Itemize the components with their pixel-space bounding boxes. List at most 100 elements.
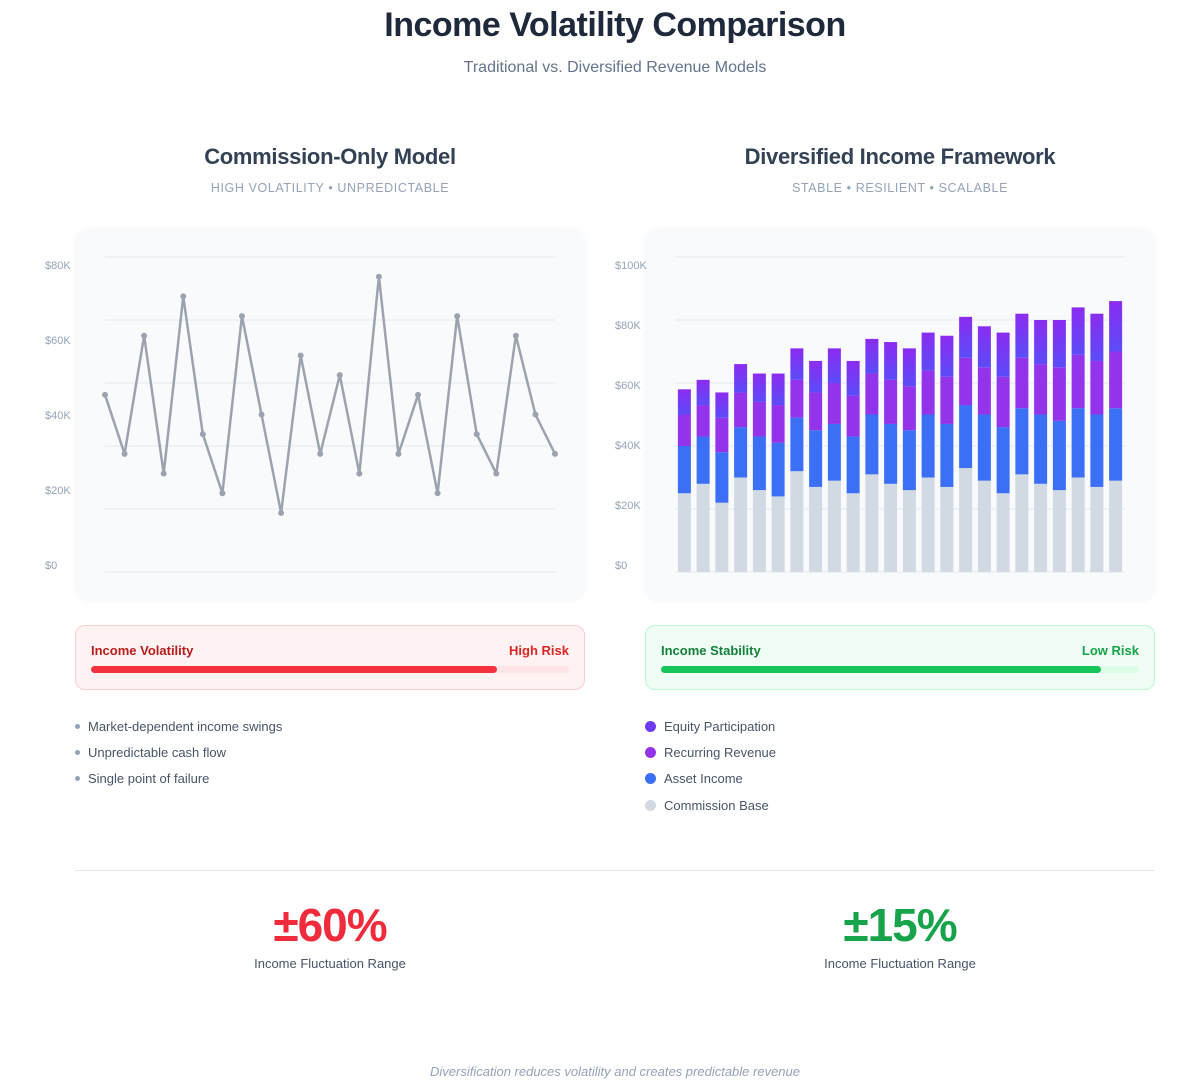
bar-asset-income (902, 430, 916, 491)
bar-asset-income (1109, 408, 1123, 481)
bar-recurring-revenue (1034, 364, 1048, 415)
bar-equity-participation (771, 373, 785, 406)
data-point (199, 431, 206, 438)
bar-commission-base (996, 493, 1010, 572)
bar-recurring-revenue (865, 373, 879, 415)
bar-recurring-revenue (846, 395, 860, 437)
bar-commission-base (1109, 480, 1123, 572)
data-point (415, 391, 422, 398)
bar-recurring-revenue (734, 392, 748, 428)
y-tick-label: $100K (615, 260, 647, 272)
bar-equity-participation (827, 348, 841, 383)
bar-asset-income (715, 452, 729, 503)
left-column-tagline: HIGH VOLATILITY • UNPREDICTABLE (210, 181, 450, 195)
data-point (297, 352, 304, 359)
legend-dot-icon (645, 746, 656, 758)
y-tick-label: $0 (45, 560, 57, 572)
bar-equity-participation (1015, 313, 1029, 358)
bar-recurring-revenue (790, 379, 804, 418)
data-point (552, 450, 558, 457)
bar-asset-income (921, 414, 935, 478)
legend-item-equity: Equity Participation (645, 713, 776, 739)
bar-asset-income (734, 427, 748, 478)
diversified-stat: ±15% Income Fluctuation Range (645, 898, 1155, 971)
bar-commission-base (1015, 474, 1029, 572)
data-point (160, 470, 167, 477)
list-item-text: Single point of failure (88, 771, 210, 787)
bar-asset-income (996, 427, 1010, 494)
bar-asset-income (977, 414, 991, 481)
data-point (375, 273, 382, 280)
y-tick-label: $80K (45, 260, 71, 272)
volatility-risk-value: High Risk (509, 643, 569, 658)
bar-commission-base (959, 468, 973, 572)
list-item: Single point of failure (75, 766, 282, 792)
bar-equity-participation (940, 335, 954, 377)
bullet-icon (75, 776, 80, 782)
diversified-legend: Equity Participation Recurring Revenue A… (645, 713, 776, 818)
data-point (454, 313, 461, 320)
bar-commission-base (1052, 490, 1066, 572)
page-subtitle: Traditional vs. Diversified Revenue Mode… (463, 59, 767, 76)
stability-meter-fill (661, 666, 1101, 673)
commission-fluctuation-label: Income Fluctuation Range (254, 956, 406, 971)
legend-label: Commission Base (664, 797, 769, 813)
stability-meter (661, 666, 1139, 673)
bar-recurring-revenue (1052, 367, 1066, 421)
diversified-chart-card (645, 228, 1155, 602)
bar-equity-participation (677, 389, 691, 415)
bar-equity-participation (1034, 320, 1048, 365)
bar-asset-income (884, 423, 898, 484)
data-point (336, 372, 343, 379)
bar-commission-base (734, 477, 748, 572)
bar-asset-income (790, 417, 804, 472)
bar-commission-base (977, 480, 991, 572)
bar-recurring-revenue (1109, 351, 1123, 409)
diversified-fluctuation-value: ±15% (843, 899, 957, 951)
bar-equity-participation (790, 348, 804, 380)
bar-commission-base (715, 502, 729, 572)
bar-equity-participation (1109, 301, 1123, 352)
bar-recurring-revenue (677, 414, 691, 446)
legend-dot-icon (645, 773, 656, 785)
bar-asset-income (940, 423, 954, 487)
list-item: Market-dependent income swings (75, 713, 282, 739)
commission-stat: ±60% Income Fluctuation Range (75, 898, 585, 971)
bar-commission-base (846, 493, 860, 572)
data-point (238, 313, 245, 320)
bar-equity-participation (977, 326, 991, 368)
bar-recurring-revenue (996, 376, 1010, 428)
bar-equity-participation (921, 332, 935, 371)
right-column-title: Diversified Income Framework (744, 144, 1056, 169)
list-item-text: Unpredictable cash flow (88, 744, 227, 760)
bar-commission-base (1034, 483, 1048, 572)
bar-recurring-revenue (809, 392, 823, 431)
y-tick-label: $40K (615, 440, 641, 452)
bar-recurring-revenue (696, 405, 710, 437)
bar-commission-base (827, 480, 841, 572)
bar-equity-participation (884, 342, 898, 380)
y-tick-label: $60K (45, 335, 71, 347)
data-point (102, 391, 108, 398)
bullet-icon (75, 749, 80, 755)
legend-dot-icon (645, 720, 656, 732)
bar-commission-base (696, 483, 710, 572)
bar-equity-participation (1052, 320, 1066, 368)
data-point (434, 490, 441, 497)
data-point (278, 509, 285, 516)
data-point (219, 490, 226, 497)
bar-recurring-revenue (902, 386, 916, 431)
bar-commission-base (921, 477, 935, 572)
bar-recurring-revenue (959, 357, 973, 406)
bar-equity-participation (734, 364, 748, 393)
volatility-label: Income Volatility (91, 643, 194, 658)
data-point (317, 450, 324, 457)
volatility-risk-panel: Income Volatility High Risk (75, 625, 585, 690)
bar-recurring-revenue (771, 405, 785, 443)
bar-commission-base (1090, 486, 1104, 572)
data-point (473, 431, 480, 438)
footer-note: Diversification reduces volatility and c… (430, 1064, 800, 1079)
data-point (180, 293, 187, 300)
y-tick-label: $20K (45, 485, 71, 497)
bar-equity-participation (809, 360, 823, 393)
